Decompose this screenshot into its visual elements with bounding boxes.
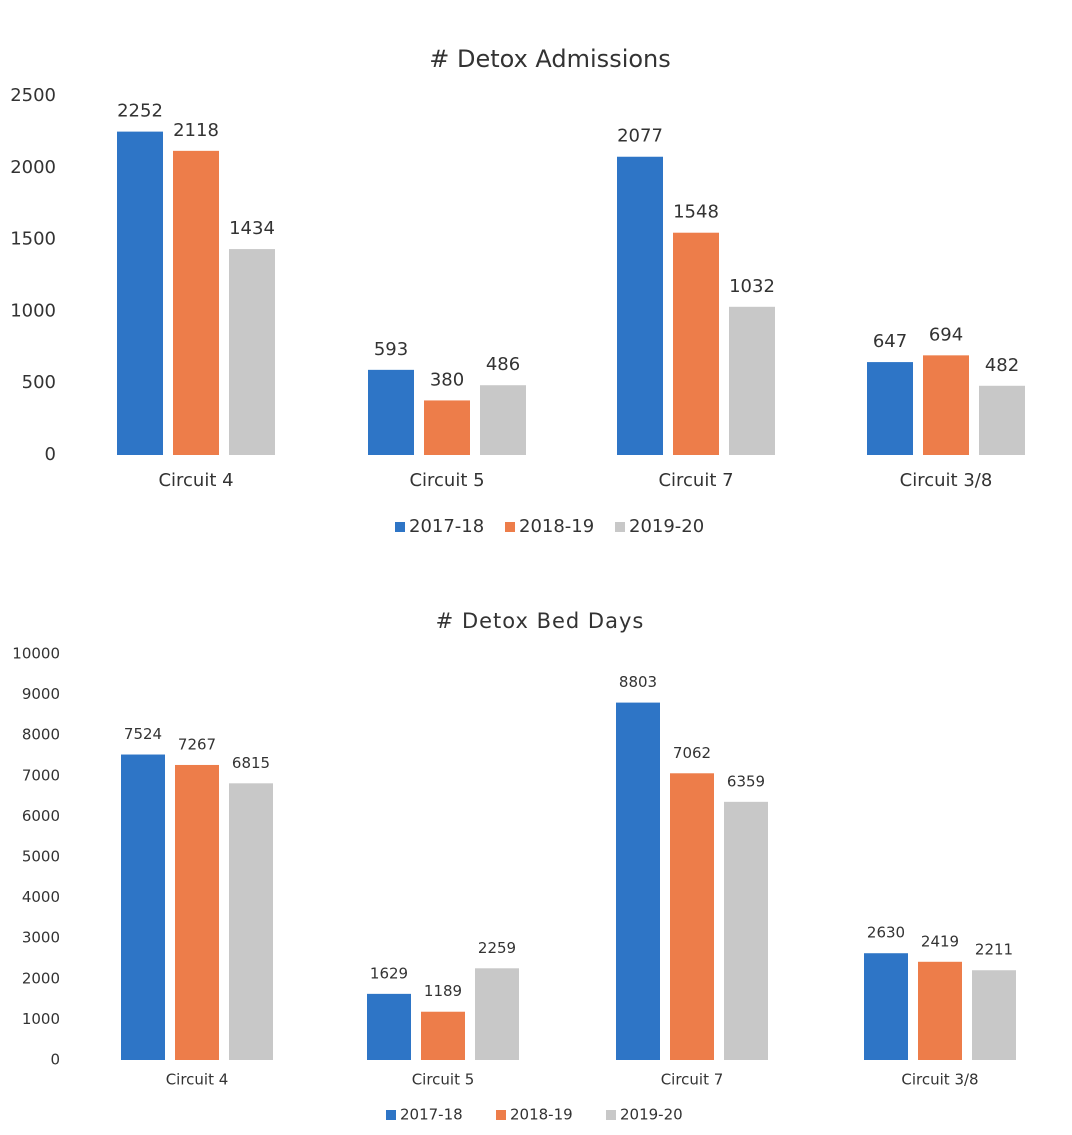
data-label: 6359 <box>727 772 765 790</box>
y-tick-label: 1000 <box>10 300 56 321</box>
y-tick-label: 4000 <box>22 888 60 906</box>
bar <box>979 385 1025 455</box>
x-tick-label: Circuit 7 <box>661 1071 724 1089</box>
bar <box>475 968 519 1060</box>
data-label: 2259 <box>478 939 516 957</box>
data-label: 1548 <box>673 202 719 223</box>
y-tick-label: 2000 <box>10 157 56 178</box>
bar <box>175 764 219 1060</box>
legend-label: 2017-18 <box>409 516 484 537</box>
data-label: 694 <box>929 324 963 345</box>
bar <box>918 961 962 1060</box>
data-label: 1032 <box>729 276 775 297</box>
data-label: 593 <box>374 339 408 360</box>
bar <box>867 362 913 455</box>
y-tick-label: 7000 <box>22 766 60 784</box>
data-label: 1189 <box>424 982 462 1000</box>
y-tick-label: 1500 <box>10 229 56 250</box>
bar <box>972 970 1016 1060</box>
x-tick-label: Circuit 5 <box>412 1071 475 1089</box>
y-tick-label: 5000 <box>22 848 60 866</box>
bar <box>729 306 775 455</box>
bar <box>173 150 219 455</box>
y-tick-label: 8000 <box>22 726 60 744</box>
data-label: 6815 <box>232 754 270 772</box>
x-tick-label: Circuit 3/8 <box>901 1071 978 1089</box>
y-tick-label: 10000 <box>12 645 60 663</box>
y-tick-label: 2500 <box>10 85 56 106</box>
x-tick-label: Circuit 4 <box>158 470 233 491</box>
y-tick-label: 3000 <box>22 929 60 947</box>
y-tick-label: 2000 <box>22 969 60 987</box>
bar <box>724 801 768 1060</box>
y-tick-label: 500 <box>22 372 56 393</box>
bar <box>617 156 663 455</box>
data-label: 2630 <box>867 924 905 942</box>
y-tick-label: 6000 <box>22 807 60 825</box>
legend-swatch <box>606 1110 616 1120</box>
x-tick-label: Circuit 3/8 <box>900 470 993 491</box>
data-label: 2419 <box>921 932 959 950</box>
chart-title: # Detox Admissions <box>429 45 671 73</box>
y-tick-label: 9000 <box>22 685 60 703</box>
legend-label: 2019-20 <box>620 1106 683 1124</box>
y-tick-label: 1000 <box>22 1010 60 1028</box>
bar <box>480 385 526 455</box>
data-label: 2211 <box>975 941 1013 959</box>
legend-swatch <box>395 522 405 532</box>
data-label: 2077 <box>617 126 663 147</box>
legend-label: 2018-19 <box>510 1106 573 1124</box>
bar <box>121 754 165 1060</box>
bar <box>673 232 719 455</box>
data-label: 482 <box>985 355 1019 376</box>
legend-swatch <box>386 1110 396 1120</box>
x-tick-label: Circuit 7 <box>658 470 733 491</box>
data-label: 2118 <box>173 120 219 141</box>
data-label: 7524 <box>124 725 162 743</box>
data-label: 7267 <box>178 735 216 753</box>
bar <box>421 1011 465 1060</box>
legend-swatch <box>505 522 515 532</box>
y-tick-label: 0 <box>45 444 56 465</box>
legend-label: 2017-18 <box>400 1106 463 1124</box>
data-label: 7062 <box>673 744 711 762</box>
bar <box>864 953 908 1060</box>
bar <box>367 993 411 1060</box>
legend-swatch <box>615 522 625 532</box>
legend-label: 2018-19 <box>519 516 594 537</box>
bar <box>229 783 273 1060</box>
bar <box>616 702 660 1060</box>
data-label: 380 <box>430 369 464 390</box>
chart-title: # Detox Bed Days <box>436 609 645 633</box>
data-label: 2252 <box>117 101 163 122</box>
x-tick-label: Circuit 4 <box>166 1071 229 1089</box>
data-label: 647 <box>873 331 907 352</box>
legend-swatch <box>496 1110 506 1120</box>
data-label: 1629 <box>370 964 408 982</box>
x-tick-label: Circuit 5 <box>409 470 484 491</box>
data-label: 8803 <box>619 673 657 691</box>
data-label: 1434 <box>229 218 275 239</box>
bar <box>923 355 969 455</box>
bar <box>117 131 163 455</box>
bar <box>670 773 714 1060</box>
legend-label: 2019-20 <box>629 516 704 537</box>
bar <box>368 369 414 455</box>
y-tick-label: 0 <box>50 1051 60 1069</box>
bar <box>424 400 470 455</box>
data-label: 486 <box>486 354 520 375</box>
bar <box>229 249 275 455</box>
